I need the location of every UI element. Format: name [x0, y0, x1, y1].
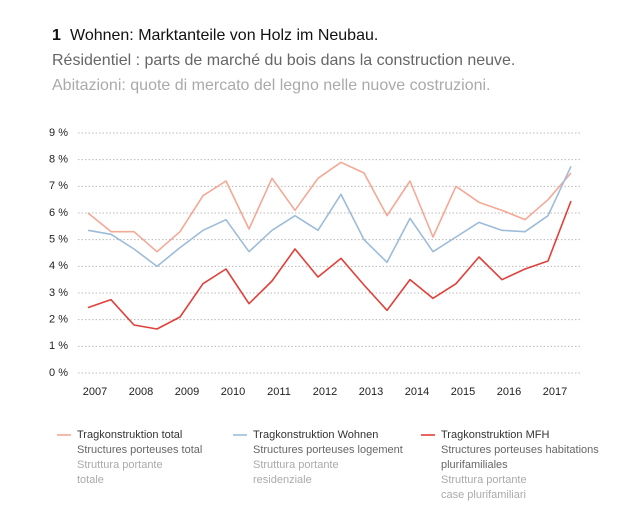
x-tick-label: 2013 [359, 386, 383, 398]
x-tick-label: 2014 [405, 386, 429, 398]
x-tick-label: 2016 [497, 386, 521, 398]
y-tick-label: 4 % [49, 260, 68, 272]
y-tick-label: 1 % [49, 340, 68, 352]
line-series [87, 161, 572, 253]
line-series [87, 165, 572, 268]
x-tick-label: 2012 [313, 386, 337, 398]
legend-label: Structures porteuses habitations plurifam… [441, 444, 599, 471]
x-tick-label: 2009 [175, 386, 199, 398]
legend-label: Structures porteuses logement [253, 444, 403, 456]
x-tick-label: 2007 [83, 386, 107, 398]
chart-title: Wohnen: Marktanteile von Holz im Neubau. [70, 27, 378, 44]
legend-label: Struttura portante residenziale [253, 459, 339, 486]
y-tick-label: 6 % [49, 207, 68, 219]
x-tick-label: 2017 [543, 386, 567, 398]
legend-label: Tragkonstruktion MFH [441, 429, 549, 441]
x-tick-label: 2011 [267, 386, 291, 398]
x-tick-label: 2015 [451, 386, 475, 398]
y-tick-label: 7 % [49, 180, 68, 192]
legend-label: Struttura portante case plurifamiliari [441, 474, 527, 501]
y-tick-label: 8 % [49, 154, 68, 166]
y-tick-label: 5 % [49, 234, 68, 246]
y-tick-label: 0 % [49, 367, 68, 379]
y-tick-label: 2 % [49, 314, 68, 326]
chart-subtitle: Résidentiel : parts de marché du bois da… [52, 52, 515, 69]
x-tick-label: 2010 [221, 386, 245, 398]
x-tick-label: 2008 [129, 386, 153, 398]
line-series [87, 200, 572, 330]
legend-label: Tragkonstruktion total [77, 429, 182, 441]
chart-number: 1 [52, 27, 61, 44]
legend-label: Struttura portante totale [77, 459, 163, 486]
y-tick-label: 9 % [49, 127, 68, 139]
legend-label: Structures porteuses total [77, 444, 202, 456]
y-tick-label: 3 % [49, 287, 68, 299]
legend-label: Tragkonstruktion Wohnen [253, 429, 378, 441]
chart-subtitle: Abitazioni: quote di mercato del legno n… [52, 77, 491, 94]
